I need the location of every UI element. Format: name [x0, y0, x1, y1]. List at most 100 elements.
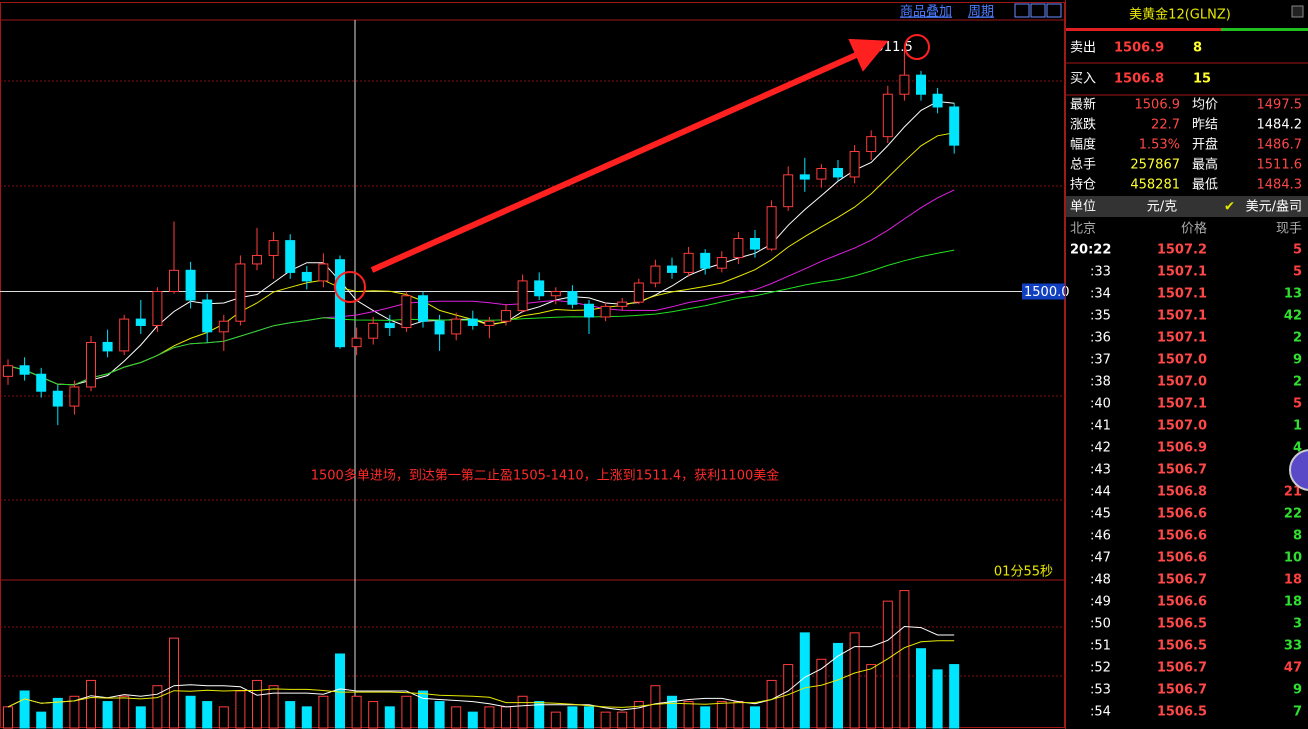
candle-body	[3, 365, 13, 377]
tick-time: :54	[1090, 705, 1111, 720]
tick-volume: 42	[1284, 309, 1302, 324]
quote-title: 美黄金12(GLNZ)	[1129, 7, 1231, 23]
tick-price: 1507.1	[1157, 331, 1207, 346]
tick-volume: 9	[1293, 353, 1302, 368]
candle-body	[882, 93, 893, 138]
candle-body	[816, 167, 827, 180]
volume-bar	[683, 701, 694, 729]
nav-right[interactable]	[1030, 3, 1046, 18]
tick-volume: 5	[1293, 243, 1302, 258]
volume-bar	[550, 711, 561, 729]
candle-body	[916, 74, 926, 95]
volume-bar	[783, 664, 794, 729]
tick-volume: 3	[1293, 617, 1302, 632]
candle-body	[69, 386, 80, 407]
volume-bar	[434, 701, 445, 729]
volume-bar	[301, 706, 312, 729]
tick-time: :50	[1090, 617, 1111, 632]
volume-bar	[52, 697, 63, 729]
candle-body	[617, 301, 628, 307]
candle-body	[335, 259, 345, 348]
volume-bar	[19, 690, 30, 729]
tick-price: 1507.2	[1157, 243, 1207, 258]
ask-label: 卖出	[1070, 41, 1096, 56]
nav-left[interactable]	[1014, 3, 1030, 18]
volume-bar	[932, 669, 943, 729]
volume-bar	[567, 706, 578, 729]
volume-bar	[633, 701, 644, 729]
tick-price: 1506.7	[1157, 573, 1207, 588]
tick-volume: 7	[1293, 705, 1302, 720]
candle-body	[218, 320, 229, 333]
unit-label: 单位	[1070, 200, 1096, 215]
ask-size: 8	[1193, 41, 1202, 56]
tick-volume: 8	[1293, 529, 1302, 544]
volume-bar	[716, 701, 727, 729]
tick-time: 20:22	[1070, 243, 1111, 258]
candle-body	[733, 237, 744, 259]
nav-buttons[interactable]	[1014, 3, 1062, 18]
volume-bar	[401, 695, 412, 729]
tick-price: 1507.1	[1157, 309, 1207, 324]
float-button[interactable]	[1289, 449, 1308, 491]
entry-circle	[334, 271, 366, 303]
candle-body	[783, 174, 794, 208]
volume-bar	[849, 632, 860, 729]
check-mark: ✔	[1224, 200, 1235, 215]
candle-body	[301, 271, 312, 282]
tick-header: 现手	[1276, 222, 1302, 237]
candle-body	[318, 263, 329, 282]
candle-body	[351, 337, 362, 348]
volume-bar	[650, 685, 661, 729]
candle-body	[268, 240, 279, 256]
volume-bar	[517, 695, 528, 729]
tick-time: :46	[1090, 529, 1111, 544]
candle-body	[766, 206, 777, 250]
candle-body	[202, 299, 213, 333]
candle-body	[384, 322, 395, 329]
tick-price: 1506.6	[1157, 507, 1207, 522]
close-button[interactable]	[1291, 5, 1304, 18]
volume-ma-line	[7, 625, 955, 711]
stat-value: 1486.7	[1257, 138, 1303, 153]
tick-time: :45	[1090, 507, 1111, 522]
candle-body	[716, 257, 727, 269]
candle-body	[849, 151, 860, 178]
tick-price: 1506.5	[1157, 639, 1207, 654]
volume-bar	[119, 695, 130, 729]
tick-price: 1507.1	[1157, 265, 1207, 280]
tick-time: :48	[1090, 573, 1111, 588]
volume-bar	[384, 706, 395, 729]
bid-size: 15	[1193, 72, 1211, 87]
bar-red	[1066, 28, 1221, 31]
tick-volume: 4	[1293, 441, 1302, 456]
tick-volume: 5	[1293, 397, 1302, 412]
annotation-arrow	[370, 38, 889, 273]
stat-label: 最高	[1192, 157, 1218, 173]
overlay-button[interactable]: 商品叠加	[900, 5, 952, 20]
tick-volume: 13	[1284, 287, 1302, 302]
tick-time: :49	[1090, 595, 1111, 610]
period-button[interactable]: 周期	[968, 5, 994, 20]
volume-bar	[750, 706, 760, 729]
candle-body	[600, 305, 611, 318]
volume-bar	[102, 701, 113, 729]
candle-body	[484, 320, 495, 326]
candle-body	[650, 265, 661, 284]
volume-bar	[86, 679, 96, 729]
unit-option[interactable]: 美元/盎司	[1246, 200, 1302, 215]
candle-body	[833, 167, 843, 178]
tick-price: 1506.9	[1157, 441, 1207, 456]
tick-volume: 18	[1284, 595, 1302, 610]
volume-bar	[899, 590, 910, 729]
stat-label: 昨结	[1192, 118, 1218, 133]
volume-bar	[866, 664, 877, 729]
unit-bar	[1066, 196, 1308, 217]
tick-time: :38	[1090, 375, 1111, 390]
stat-value: 458281	[1130, 178, 1180, 193]
tick-time: :37	[1090, 353, 1111, 368]
volume-bar	[335, 653, 345, 729]
volume-bar	[816, 658, 827, 729]
nav-zoom[interactable]	[1046, 3, 1062, 18]
